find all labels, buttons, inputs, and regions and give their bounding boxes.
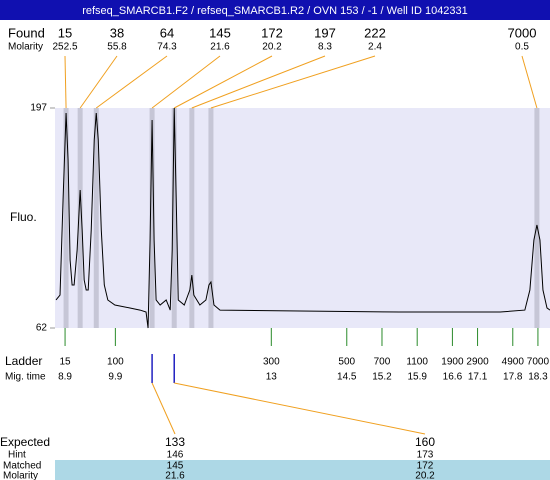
ladder-time: 14.5 bbox=[337, 372, 357, 383]
expected-connector bbox=[151, 382, 176, 435]
ladder-time: 16.6 bbox=[443, 372, 463, 383]
ladder-time: 17.1 bbox=[468, 372, 488, 383]
title-bar bbox=[0, 0, 550, 20]
found-molarity: 8.3 bbox=[318, 42, 332, 53]
peak-connector bbox=[79, 55, 118, 109]
ladder-size: 7000 bbox=[527, 357, 550, 368]
found-value: 38 bbox=[110, 25, 124, 40]
found-molarity: 74.3 bbox=[157, 42, 177, 53]
ladder-time: 18.3 bbox=[528, 372, 548, 383]
ladder-time: 15.2 bbox=[372, 372, 392, 383]
ladder-size: 1100 bbox=[406, 357, 428, 368]
peak-connector bbox=[95, 55, 168, 109]
found-molarity: 20.2 bbox=[262, 42, 282, 53]
hint-value: 173 bbox=[417, 450, 434, 461]
found-value: 172 bbox=[261, 25, 283, 40]
expected-value: 160 bbox=[415, 435, 435, 449]
ladder-size: 500 bbox=[338, 357, 355, 368]
ladder-time: 8.9 bbox=[58, 372, 72, 383]
peak-band bbox=[189, 108, 195, 328]
expected-molarity: 20.2 bbox=[415, 471, 435, 480]
ladder-time: 9.9 bbox=[108, 372, 122, 383]
found-value: 7000 bbox=[508, 25, 537, 40]
molarity-label: Molarity bbox=[8, 42, 43, 53]
ladder-time: 13 bbox=[266, 372, 278, 383]
expected-label: Expected bbox=[0, 435, 50, 449]
chart-title: refseq_SMARCB1.F2 / refseq_SMARCB1.R2 / … bbox=[82, 5, 468, 17]
ladder-size: 4900 bbox=[502, 357, 525, 368]
hint-label: Hint bbox=[8, 450, 26, 461]
found-value: 64 bbox=[160, 25, 174, 40]
found-value: 145 bbox=[209, 25, 231, 40]
found-molarity: 0.5 bbox=[515, 42, 529, 53]
found-value: 197 bbox=[314, 25, 336, 40]
y-tick-label: 197 bbox=[30, 103, 47, 114]
y-tick-label: 62 bbox=[36, 323, 48, 334]
peak-band bbox=[208, 108, 214, 328]
matched-value: 172 bbox=[417, 461, 434, 472]
ladder-size: 1900 bbox=[441, 357, 464, 368]
matched-value: 145 bbox=[167, 461, 184, 472]
expected-table bbox=[55, 460, 550, 480]
expected-connector bbox=[174, 382, 426, 435]
plot-area bbox=[55, 108, 550, 328]
hint-value: 146 bbox=[167, 450, 184, 461]
peak-connector bbox=[64, 55, 67, 109]
peak-band bbox=[77, 108, 83, 328]
peak-connector bbox=[191, 55, 326, 109]
peak-connector bbox=[151, 55, 221, 109]
found-molarity: 252.5 bbox=[52, 42, 77, 53]
ladder-label: Ladder bbox=[5, 354, 42, 368]
found-label: Found bbox=[8, 25, 45, 40]
ladder-size: 15 bbox=[59, 357, 71, 368]
trace bbox=[55, 107, 550, 329]
matched-label: Matched bbox=[3, 461, 41, 472]
ladder-time: 15.9 bbox=[407, 372, 427, 383]
expected-molarity-label: Molarity bbox=[3, 471, 38, 480]
ladder-size: 300 bbox=[263, 357, 280, 368]
ladder-size: 2900 bbox=[466, 357, 489, 368]
ladder-size: 700 bbox=[374, 357, 391, 368]
matched-row bbox=[55, 460, 550, 480]
peak-band bbox=[171, 108, 177, 328]
y-axis-label: Fluo. bbox=[10, 210, 37, 224]
mig-time-label: Mig. time bbox=[5, 372, 46, 383]
peak-band bbox=[149, 108, 155, 328]
peak-band bbox=[63, 108, 69, 328]
peak-connector bbox=[210, 55, 376, 109]
peak-connector bbox=[173, 55, 273, 109]
found-value: 222 bbox=[364, 25, 386, 40]
expected-value: 133 bbox=[165, 435, 185, 449]
peak-band bbox=[93, 108, 99, 328]
ladder-size: 100 bbox=[107, 357, 124, 368]
found-molarity: 2.4 bbox=[368, 42, 382, 53]
peak-band bbox=[534, 108, 540, 328]
found-molarity: 21.6 bbox=[210, 42, 230, 53]
found-molarity: 55.8 bbox=[107, 42, 127, 53]
ladder-time: 17.8 bbox=[503, 372, 523, 383]
found-value: 15 bbox=[58, 25, 72, 40]
peak-connector bbox=[521, 55, 538, 109]
expected-molarity: 21.6 bbox=[165, 471, 185, 480]
